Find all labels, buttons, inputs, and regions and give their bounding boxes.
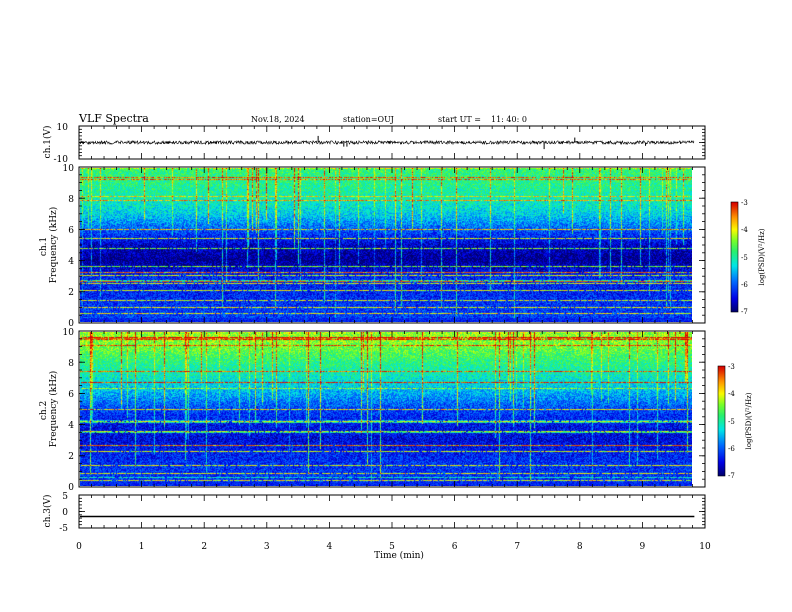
ch1-colorbar-frame (730, 201, 739, 313)
station-label: station=OUJ (343, 115, 394, 124)
ch1-waveform-ticks (78, 125, 706, 160)
ch1-freq-tick-4: 4 (68, 257, 74, 267)
time-tick-9: 9 (640, 542, 646, 552)
ch1-ytick-bottom: -10 (54, 155, 69, 165)
ch2-spectrogram-panel: 10 8 6 4 2 0 ch.2 Frequency (kHz) (39, 328, 706, 493)
ch1-freq-tick-6: 6 (68, 226, 74, 236)
start-time-value: 11: 40: 0 (491, 115, 527, 124)
ch2-freq-tick-10: 10 (63, 328, 75, 338)
ch1-cb-tick-m7: -7 (741, 308, 748, 316)
ch1-spectrogram-panel: 10 8 6 4 2 0 ch.1 Frequency (kHz) (39, 164, 706, 329)
ch2-cb-tick-m7: -7 (728, 472, 735, 480)
ch2-cb-tick-m3: -3 (728, 363, 735, 371)
ch2-spectrogram-image (80, 332, 692, 486)
ch2-cb-tick-m5: -5 (728, 418, 735, 426)
ch1-freq-tick-0: 0 (68, 319, 74, 329)
time-tick-6: 6 (452, 542, 458, 552)
time-tick-5: 5 (389, 542, 395, 552)
ch2-freq-tick-8: 8 (68, 359, 74, 369)
ch2-freq-tick-4: 4 (68, 421, 74, 431)
ch1-waveform-ylabel: ch.1(V) (42, 126, 53, 159)
ch3-ytick-top: 5 (62, 492, 68, 502)
time-tick-3: 3 (264, 542, 270, 552)
ch1-freq-tick-2: 2 (68, 288, 74, 298)
ch2-colorbar-frame (717, 365, 726, 477)
ch2-cb-tick-m6: -6 (728, 445, 735, 453)
ch2-freq-tick-0: 0 (68, 483, 74, 493)
ch1-cb-tick-m5: -5 (741, 254, 748, 262)
date-label: Nov.18, 2024 (251, 115, 305, 124)
figure-title: VLF Spectra (78, 112, 149, 125)
start-ut-label: start UT = (438, 115, 481, 124)
ch1-spectrogram-ylabel: ch.1 Frequency (kHz) (39, 207, 59, 284)
ch1-colorbar-gradient (731, 202, 738, 312)
ch2-freq-tick-6: 6 (68, 390, 74, 400)
ch1-colorbar-label: log(PSD)(V²/Hz) (758, 228, 766, 285)
time-tick-10: 10 (699, 542, 711, 552)
ch1-freq-tick-10: 10 (63, 164, 75, 174)
ch3-waveform-ylabel: ch.3(V) (42, 495, 53, 528)
time-tick-4: 4 (327, 542, 333, 552)
ch1-cb-tick-m3: -3 (741, 199, 748, 207)
ch2-spectrogram-ylabel: ch.2 Frequency (kHz) (39, 371, 59, 448)
ch2-colorbar-gradient (718, 366, 725, 476)
time-axis: 0 1 2 3 4 5 6 7 8 9 10 Time (min) (76, 542, 711, 561)
ch2-cb-tick-m4: -4 (728, 390, 735, 398)
ch1-waveform-noise (79, 139, 695, 146)
ch1-ytick-top: 10 (57, 123, 69, 133)
ch1-spectrogram-ticks (78, 166, 706, 324)
ch1-colorbar: -3 -4 -5 -6 -7 log(PSD)(V²/Hz) (730, 199, 766, 316)
ch1-spectrogram-image (80, 168, 692, 322)
time-tick-1: 1 (139, 542, 145, 552)
time-tick-2: 2 (201, 542, 207, 552)
ch2-freq-tick-2: 2 (68, 452, 74, 462)
ch3-ytick-middle: 0 (62, 508, 68, 518)
ch1-waveform-trace (79, 135, 695, 150)
time-tick-8: 8 (577, 542, 583, 552)
ch1-cb-tick-m6: -6 (741, 281, 748, 289)
time-tick-7: 7 (514, 542, 520, 552)
time-axis-label: Time (min) (374, 550, 424, 561)
ch2-colorbar-label: log(PSD)(V²/Hz) (745, 392, 753, 449)
ch3-waveform-panel: 5 0 -5 ch.3(V) (42, 492, 706, 534)
ch1-freq-tick-8: 8 (68, 195, 74, 205)
ch1-cb-tick-m4: -4 (741, 226, 748, 234)
ch2-spectrogram-ticks (78, 330, 706, 488)
ch1-waveform-panel: 10 -10 ch.1(V) (42, 123, 706, 165)
time-tick-0: 0 (76, 542, 82, 552)
ch3-ytick-bottom: -5 (59, 524, 68, 534)
ch2-colorbar: -3 -4 -5 -6 -7 log(PSD)(V²/Hz) (717, 363, 753, 480)
ch3-waveform-ticks (78, 494, 706, 529)
